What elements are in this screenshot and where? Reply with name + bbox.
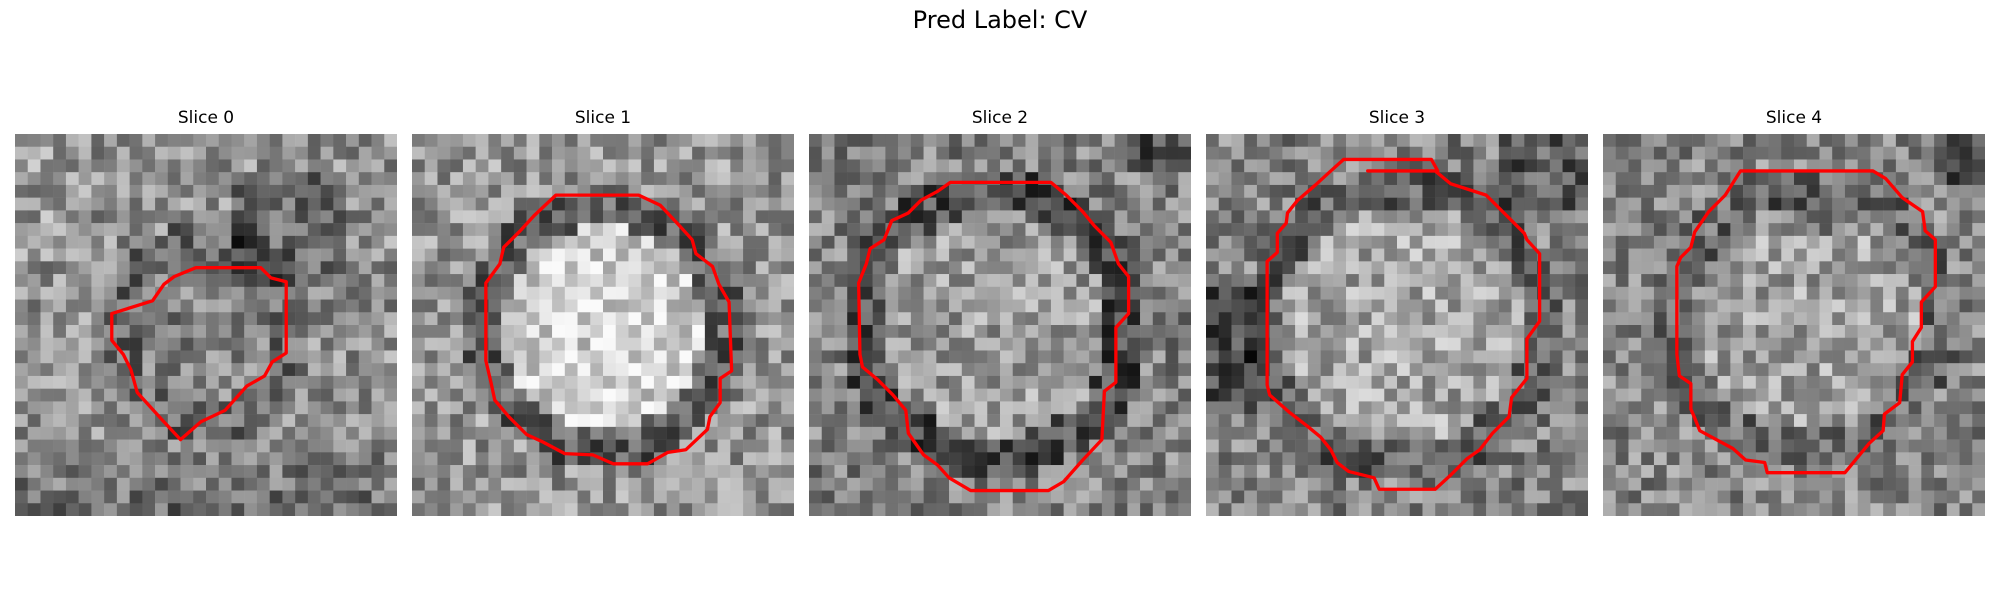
segmentation-outline-0 (110, 266, 288, 442)
slice-title-3: Slice 3 (1368, 108, 1426, 128)
segmentation-outline-2 (857, 180, 1131, 493)
figure-title: Pred Label: CV (912, 6, 1088, 34)
slice-title-0: Slice 0 (177, 108, 235, 128)
slice-image-1 (412, 134, 794, 516)
slice-image-3 (1206, 134, 1588, 516)
slice-pixels-0 (15, 134, 397, 516)
slice-pixels-2 (809, 134, 1191, 516)
segmentation-outline-1 (484, 193, 734, 466)
slice-image-2 (809, 134, 1191, 516)
slice-panel-0: Slice 0 (15, 108, 397, 520)
slice-panel-4: Slice 4 (1603, 108, 1985, 520)
slice-image-0 (15, 134, 397, 516)
slice-title-4: Slice 4 (1765, 108, 1823, 128)
slice-title-1: Slice 1 (574, 108, 632, 128)
slice-image-4 (1603, 134, 1985, 516)
slice-panel-2: Slice 2 (809, 108, 1191, 520)
slice-pixels-3 (1206, 134, 1588, 516)
slice-pixels-4 (1603, 134, 1985, 516)
slice-panel-1: Slice 1 (412, 108, 794, 520)
segmentation-outline-4 (1675, 169, 1937, 475)
slice-panel-3: Slice 3 (1206, 108, 1588, 520)
slice-title-2: Slice 2 (971, 108, 1029, 128)
segmentation-outline-3 (1265, 157, 1542, 491)
